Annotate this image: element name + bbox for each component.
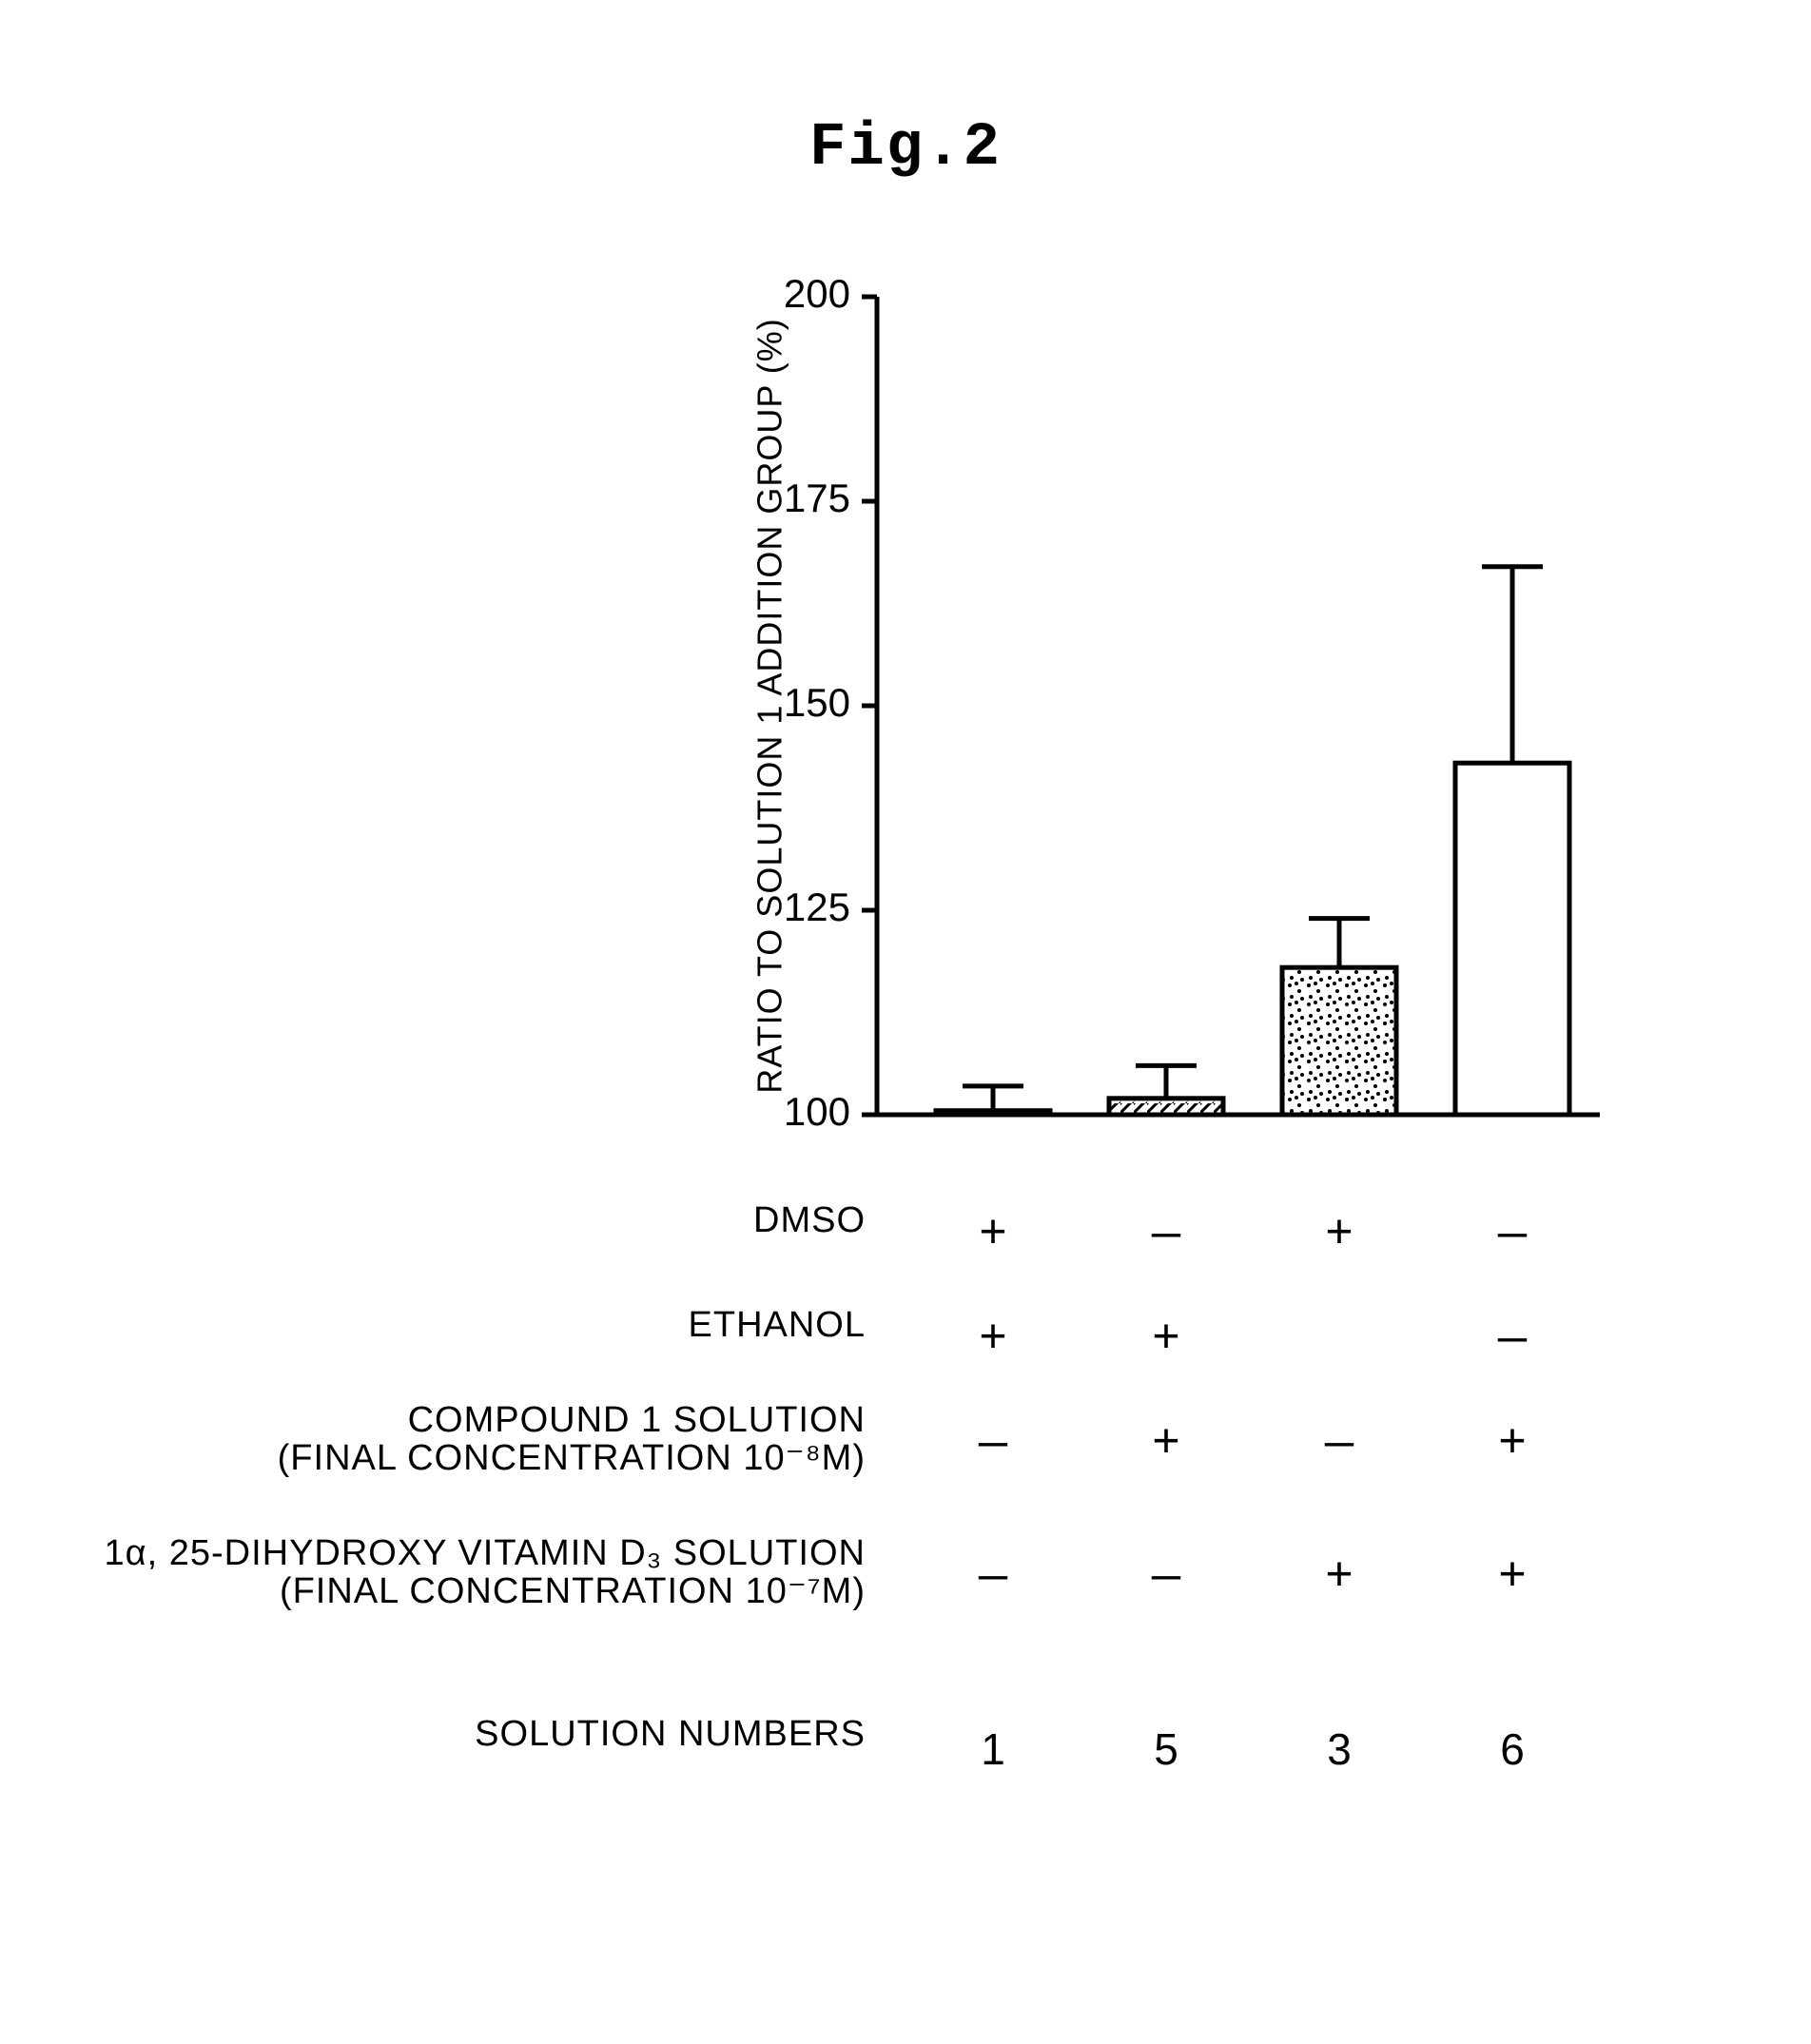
solution-numbers-label: SOLUTION NUMBERS: [475, 1716, 866, 1754]
solnum-cell-sol-3: 6: [1455, 1723, 1569, 1775]
condition-row-1: ETHANOL + + —: [124, 1297, 1693, 1383]
bar-chart: 100 125 150 175 200RATIO TO SOLUTION 1 ADDIT…: [734, 278, 1638, 1134]
condition-cell-0-2: +: [1282, 1209, 1396, 1263]
condition-label-2: COMPOUND 1 SOLUTION (FINAL CONCENTRATION…: [278, 1402, 866, 1478]
svg-text:100: 100: [784, 1089, 850, 1134]
svg-text:RATIO TO SOLUTION 1 ADDITION G: RATIO TO SOLUTION 1 ADDITION GROUP (%): [750, 318, 789, 1093]
figure-title: Fig.2: [809, 114, 1002, 183]
solnum-cell-sol-1: 5: [1109, 1723, 1223, 1775]
condition-row-2: COMPOUND 1 SOLUTION (FINAL CONCENTRATION…: [124, 1402, 1693, 1488]
condition-label-1: ETHANOL: [689, 1307, 866, 1345]
condition-cell-2-3: +: [1455, 1418, 1569, 1472]
condition-row-0: DMSO + — + —: [124, 1193, 1693, 1278]
condition-cell-3-3: +: [1455, 1551, 1569, 1606]
condition-row-3: 1α, 25-DIHYDROXY VITAMIN D₃ SOLUTION (FI…: [124, 1535, 1693, 1621]
condition-label-0: DMSO: [753, 1202, 866, 1240]
condition-cell-0-3: —: [1455, 1209, 1569, 1263]
condition-cell-1-0: +: [936, 1314, 1050, 1368]
condition-cell-1-1: +: [1109, 1314, 1223, 1368]
page: Fig.2 100 125 150 175 200RATIO TO SOLUTION 1…: [0, 0, 1811, 2044]
svg-text:200: 200: [784, 278, 850, 316]
condition-cell-2-2: —: [1282, 1418, 1396, 1472]
solnum-cell-sol-2: 3: [1282, 1723, 1396, 1775]
condition-cell-3-1: —: [1109, 1551, 1223, 1606]
condition-cell-2-1: +: [1109, 1418, 1223, 1472]
condition-cell-3-2: +: [1282, 1551, 1396, 1606]
condition-cell-2-0: —: [936, 1418, 1050, 1472]
condition-table: DMSO + — + — ETHANOL + + — COMPOUND 1 SOLUTION (F…: [124, 1193, 1693, 1811]
chart-svg: 100 125 150 175 200RATIO TO SOLUTION 1 ADDIT…: [734, 278, 1638, 1134]
condition-cell-0-1: —: [1109, 1209, 1223, 1263]
condition-cell-0-0: +: [936, 1209, 1050, 1263]
solnum-cell-sol-0: 1: [936, 1723, 1050, 1775]
solution-numbers-row: SOLUTION NUMBERS 1 5 3 6: [124, 1706, 1693, 1792]
svg-text:150: 150: [784, 680, 850, 725]
condition-cell-3-0: —: [936, 1551, 1050, 1606]
svg-text:175: 175: [784, 476, 850, 520]
svg-text:125: 125: [784, 885, 850, 929]
condition-label-3: 1α, 25-DIHYDROXY VITAMIN D₃ SOLUTION (FI…: [104, 1535, 866, 1611]
condition-cell-1-3: —: [1455, 1314, 1569, 1368]
